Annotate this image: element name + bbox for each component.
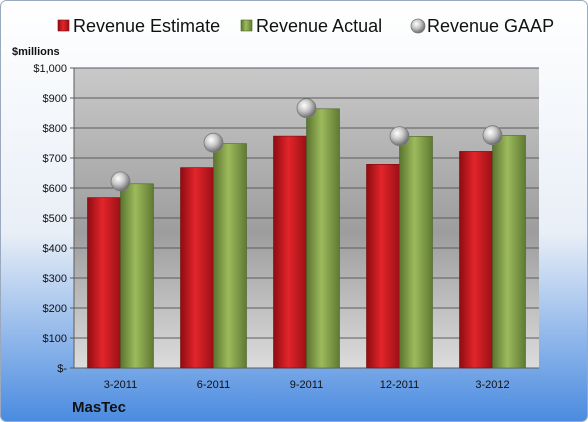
bar-revenue-actual	[306, 108, 340, 369]
point-revenue-gaap	[389, 126, 410, 147]
legend: Revenue Estimate Revenue Actual Revenue GA…	[57, 16, 554, 36]
x-tick-label: 12-2011	[380, 379, 420, 391]
x-tick-label: 9-2011	[290, 379, 323, 391]
y-tick-label: $1,000	[33, 63, 67, 75]
unit-label: $millions	[12, 46, 60, 58]
x-axis-ticks: 3-2011 6-2011 9-2011 12-2011 3-2012	[104, 379, 510, 391]
company-name: MasTec	[72, 399, 126, 416]
y-tick-label: $300	[43, 273, 67, 285]
bar-revenue-estimate	[87, 197, 121, 369]
x-tick-label: 3-2012	[475, 379, 509, 391]
y-tick-label: $800	[43, 123, 67, 135]
legend-swatch	[57, 19, 70, 32]
point-revenue-gaap	[110, 171, 131, 192]
bar-revenue-actual	[399, 136, 433, 369]
bar-revenue-actual	[213, 143, 247, 369]
point-revenue-gaap	[203, 132, 224, 153]
y-tick-label: $900	[43, 93, 67, 105]
x-tick-label: 3-2011	[104, 379, 137, 391]
legend-label: Revenue GAAP	[427, 16, 554, 36]
legend-swatch	[240, 19, 253, 32]
point-revenue-gaap	[482, 125, 503, 146]
y-tick-label: $-	[57, 363, 67, 375]
y-tick-label: $500	[43, 213, 67, 225]
bars	[87, 108, 526, 369]
gaap-points	[110, 98, 503, 192]
bar-revenue-estimate	[180, 167, 214, 369]
y-tick-label: $400	[43, 243, 67, 255]
bar-revenue-actual	[120, 183, 154, 369]
legend-label: Revenue Estimate	[73, 16, 220, 36]
bar-revenue-estimate	[273, 135, 307, 369]
legend-swatch	[410, 18, 426, 34]
bar-revenue-estimate	[366, 164, 400, 369]
x-tick-label: 6-2011	[197, 379, 230, 391]
y-tick-label: $600	[43, 183, 67, 195]
y-axis-ticks: $- $100 $200 $300 $400 $500 $600 $700 $800 $900 $1…	[33, 63, 67, 375]
bar-revenue-estimate	[459, 151, 493, 369]
y-tick-label: $700	[43, 153, 67, 165]
point-revenue-gaap	[296, 98, 317, 119]
bar-revenue-actual	[492, 135, 526, 369]
legend-label: Revenue Actual	[256, 16, 382, 36]
y-tick-label: $100	[43, 333, 67, 345]
y-tick-label: $200	[43, 303, 67, 315]
